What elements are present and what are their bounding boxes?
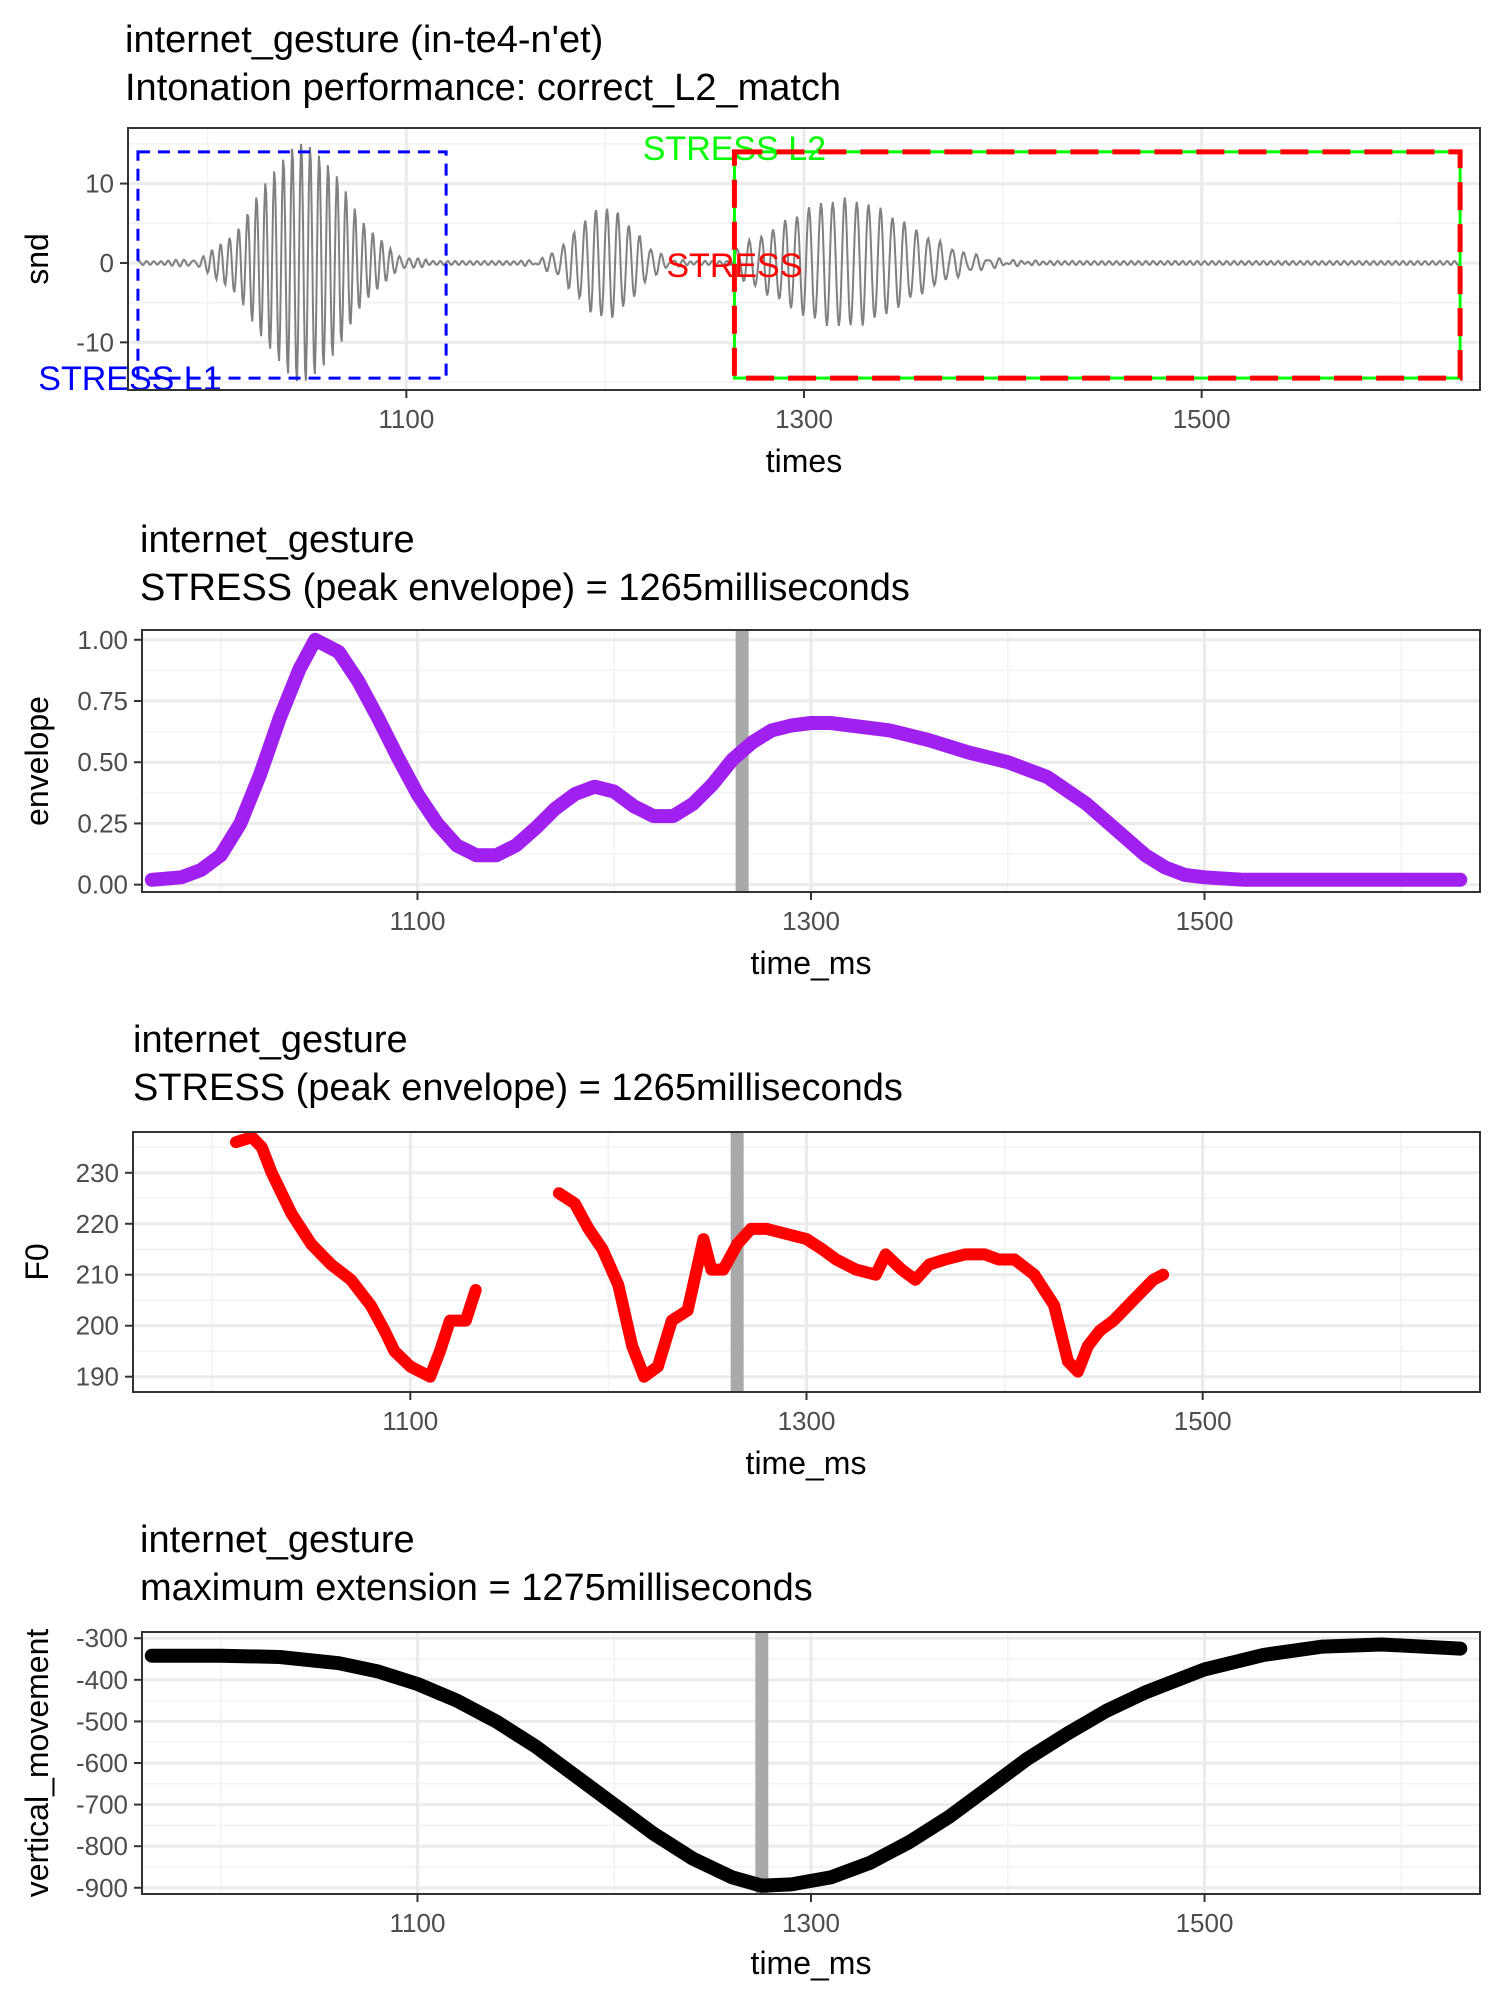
- y-tick-label: 220: [76, 1209, 119, 1239]
- panel-2-title: internet_gesture: [140, 519, 415, 561]
- panel-3-title: internet_gesture: [133, 1019, 408, 1061]
- series-line: [144, 632, 1468, 887]
- panel-3-ylabel: F0: [19, 1243, 55, 1280]
- y-tick-label: -500: [76, 1706, 128, 1736]
- panel-4-ticks: 1100 1300 1500 -900 -800 -700 -600 -500 -400 -300: [76, 1623, 1233, 1938]
- x-tick-label: 1500: [1174, 1406, 1232, 1436]
- y-tick-label: 10: [85, 169, 114, 199]
- waveform-series: [137, 143, 1461, 382]
- panel-4: internet_gesture maximum extension = 127…: [19, 1519, 1481, 1981]
- y-tick-label: 190: [76, 1362, 119, 1392]
- x-tick-label: 1500: [1176, 906, 1234, 936]
- panel-2-xlabel: time_ms: [751, 945, 872, 981]
- x-tick-label: 1100: [378, 404, 434, 434]
- stress-label: STRESS L1: [38, 360, 221, 398]
- y-tick-label: -400: [76, 1665, 128, 1695]
- panel-3-xlabel: time_ms: [746, 1445, 867, 1481]
- panel-4-ylabel: vertical_movement: [19, 1629, 55, 1898]
- panel-4-data: [144, 1637, 1468, 1893]
- y-tick-label: 0.75: [77, 686, 128, 716]
- y-tick-label: 0: [100, 248, 114, 278]
- stress-label: STRESS: [666, 247, 802, 285]
- panel-1-ylabel: snd: [19, 233, 55, 285]
- panel-1-title: internet_gesture (in-te4-n'et): [125, 19, 603, 61]
- y-tick-label: -900: [76, 1873, 128, 1903]
- x-tick-label: 1500: [1176, 1908, 1234, 1938]
- x-tick-label: 1300: [778, 1406, 836, 1436]
- panel-4-title: internet_gesture: [140, 1519, 415, 1561]
- x-tick-label: 1100: [382, 1406, 438, 1436]
- x-tick-label: 1300: [782, 906, 840, 936]
- panel-2: internet_gesture STRESS (peak envelope) …: [19, 519, 1481, 981]
- panel-3: internet_gesture STRESS (peak envelope) …: [19, 1019, 1481, 1481]
- panel-3-subtitle: STRESS (peak envelope) = 1265millisecond…: [133, 1067, 903, 1109]
- stress-box: [731, 149, 1463, 381]
- f0-series-segment: [230, 1131, 482, 1383]
- panel-2-ticks: 1100 1300 1500 0.00 0.25 0.50 0.75 1.00: [77, 625, 1233, 936]
- panel-1-xlabel: times: [766, 443, 842, 479]
- panel-3-data: [230, 1131, 1170, 1383]
- stress-box: [136, 150, 448, 380]
- y-tick-label: 230: [76, 1158, 119, 1188]
- y-tick-label: 200: [76, 1311, 119, 1341]
- y-tick-label: 0.00: [77, 870, 128, 900]
- panel-1: internet_gesture (in-te4-n'et) Intonatio…: [19, 19, 1481, 479]
- x-tick-label: 1300: [782, 1908, 840, 1938]
- y-tick-label: 0.25: [77, 808, 128, 838]
- panel-2-ylabel: envelope: [19, 696, 55, 826]
- y-tick-label: -10: [76, 327, 114, 357]
- panel-1-data: [137, 143, 1461, 382]
- y-tick-label: -600: [76, 1748, 128, 1778]
- series-line: [144, 1637, 1468, 1893]
- x-tick-label: 1300: [775, 404, 833, 434]
- x-tick-label: 1500: [1173, 404, 1231, 434]
- y-tick-label: -700: [76, 1790, 128, 1820]
- panel-1-subtitle: Intonation performance: correct_L2_match: [125, 67, 841, 109]
- panel-3-ticks: 1100 1300 1500 190 200 210 220 230: [76, 1158, 1232, 1436]
- panel-1-ticks: 1100 1300 1500 -10 0 10: [76, 169, 1230, 434]
- panel-4-xlabel: time_ms: [751, 1945, 872, 1981]
- f0-series-segment: [552, 1187, 1170, 1383]
- y-tick-label: 210: [76, 1260, 119, 1290]
- panel-4-subtitle: maximum extension = 1275milliseconds: [140, 1567, 813, 1609]
- y-tick-label: 1.00: [77, 625, 128, 655]
- x-tick-label: 1100: [390, 906, 446, 936]
- x-tick-label: 1100: [390, 1908, 446, 1938]
- panel-2-data: [144, 632, 1468, 887]
- panel-2-subtitle: STRESS (peak envelope) = 1265millisecond…: [140, 567, 910, 609]
- y-tick-label: -800: [76, 1831, 128, 1861]
- y-tick-label: -300: [76, 1623, 128, 1653]
- y-tick-label: 0.50: [77, 747, 128, 777]
